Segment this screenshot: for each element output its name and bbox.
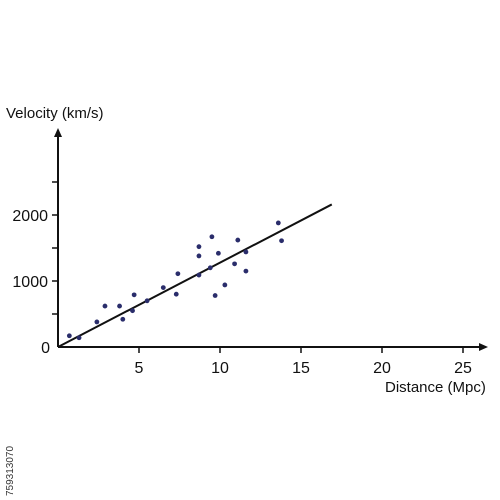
data-point [144, 298, 150, 304]
x-tick-label: 20 [373, 360, 391, 377]
y-tick-label: 0 [41, 340, 50, 357]
data-point [196, 253, 202, 259]
watermark: 759313070 [5, 446, 16, 496]
data-point [232, 261, 237, 267]
data-point [212, 293, 218, 298]
data-point [175, 271, 181, 277]
x-tick-label: 5 [135, 360, 144, 377]
data-point [196, 272, 202, 278]
trend-line [57, 203, 333, 348]
y-axis-arrowhead [54, 128, 62, 137]
data-point [209, 234, 215, 240]
data-points [66, 220, 284, 341]
data-point [94, 319, 100, 325]
data-point [275, 220, 281, 226]
data-point [243, 268, 249, 274]
data-point [235, 237, 241, 243]
data-point [215, 250, 221, 256]
y-tick-label: 1000 [12, 274, 48, 291]
data-point [76, 335, 82, 341]
x-tick-label: 15 [292, 360, 310, 377]
data-point [117, 303, 122, 309]
data-point [120, 316, 126, 322]
data-point [160, 285, 166, 290]
x-axis-title: Distance (Mpc) [385, 379, 486, 396]
trend-line-group [57, 203, 333, 348]
x-axis-arrowhead [479, 343, 488, 351]
watermark-text: 759313070 [5, 446, 16, 496]
data-point [243, 249, 249, 255]
data-point [131, 292, 137, 298]
axes [54, 128, 488, 351]
y-tick-label: 2000 [12, 208, 48, 225]
data-point [279, 238, 284, 244]
data-point [196, 244, 202, 250]
data-point [102, 303, 108, 309]
data-point [222, 282, 228, 288]
data-point [173, 291, 179, 297]
ticks: 5 10 15 20 25 0 1000 2000 [12, 181, 472, 377]
y-axis-title: Velocity (km/s) [6, 105, 104, 122]
x-tick-label: 25 [454, 360, 472, 377]
x-tick-label: 10 [211, 360, 229, 377]
data-point [66, 333, 72, 339]
data-point [130, 308, 135, 314]
data-point [207, 265, 213, 271]
